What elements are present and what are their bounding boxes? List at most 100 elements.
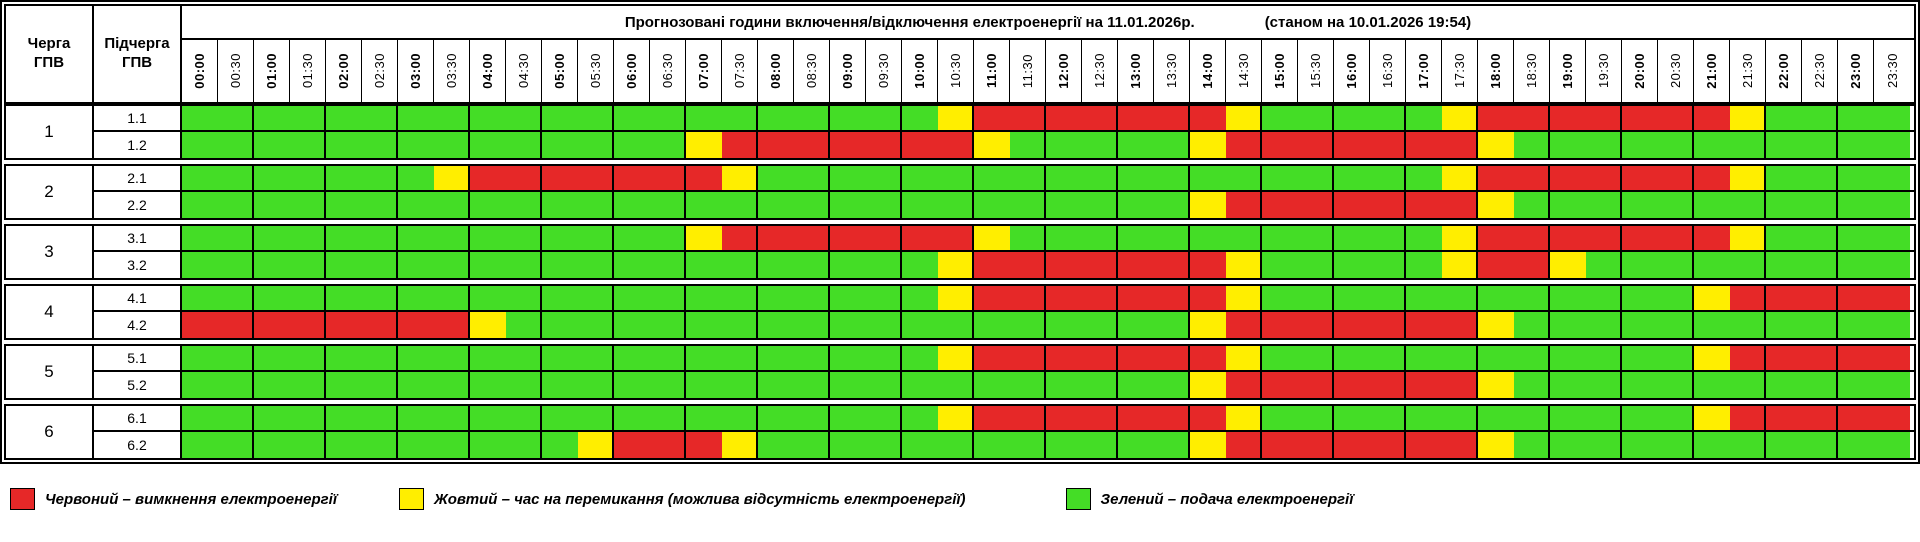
time-slot-cell-00:00 (182, 346, 218, 370)
time-slot-cell-15:30 (1298, 106, 1334, 130)
schedule-table: Черга ГПВ Підчерга ГПВ Прогнозовані годи… (0, 0, 1920, 464)
time-slot-cell-22:30 (1802, 312, 1838, 338)
time-slot-cell-00:30 (218, 252, 254, 278)
time-slot-cell-02:00 (326, 106, 362, 130)
time-slot-cell-08:30 (794, 252, 830, 278)
time-slot-cell-11:00 (974, 406, 1010, 430)
time-slot-cell-21:00 (1694, 226, 1730, 250)
time-label-23:30: 23:30 (1874, 40, 1910, 102)
time-slot-cell-17:30 (1442, 226, 1478, 250)
time-slot-cell-07:30 (722, 312, 758, 338)
time-slot-cell-13:30 (1154, 432, 1190, 458)
time-slot-cell-09:30 (866, 346, 902, 370)
time-label-text: 00:00 (192, 53, 207, 89)
time-label-text: 01:30 (300, 53, 315, 89)
subqueue-label: 1.2 (94, 132, 182, 158)
time-label-08:00: 08:00 (758, 40, 794, 102)
subqueue-label: 2.2 (94, 192, 182, 218)
time-label-18:30: 18:30 (1514, 40, 1550, 102)
time-label-text: 14:00 (1200, 53, 1215, 89)
time-slot-cell-17:00 (1406, 372, 1442, 398)
time-slot-cell-05:00 (542, 192, 578, 218)
time-slot-cell-11:30 (1010, 192, 1046, 218)
time-slot-cell-11:00 (974, 346, 1010, 370)
time-label-text: 13:30 (1164, 53, 1179, 89)
time-slot-cell-20:30 (1658, 132, 1694, 158)
time-slot-cell-03:00 (398, 406, 434, 430)
time-slot-cell-03:00 (398, 132, 434, 158)
time-slot-cell-00:30 (218, 192, 254, 218)
time-slot-cell-20:00 (1622, 312, 1658, 338)
time-label-22:00: 22:00 (1766, 40, 1802, 102)
time-slot-cell-16:00 (1334, 312, 1370, 338)
time-slot-cell-18:00 (1478, 132, 1514, 158)
time-slot-cell-14:30 (1226, 166, 1262, 190)
time-slot-cell-04:00 (470, 252, 506, 278)
time-slot-cell-06:30 (650, 372, 686, 398)
legend-item-yellow: Жовтий – час на перемикання (можлива від… (399, 488, 966, 510)
time-slot-cell-01:00 (254, 166, 290, 190)
time-slot-cell-06:00 (614, 226, 650, 250)
time-slot-cell-15:30 (1298, 166, 1334, 190)
time-slot-cell-01:00 (254, 106, 290, 130)
subqueue-label: 5.2 (94, 372, 182, 398)
time-slot-cell-01:00 (254, 226, 290, 250)
time-slot-cell-14:00 (1190, 226, 1226, 250)
time-slot-cell-20:30 (1658, 372, 1694, 398)
time-slot-cell-23:30 (1874, 372, 1910, 398)
time-slot-cell-22:00 (1766, 132, 1802, 158)
time-slot-cell-21:30 (1730, 132, 1766, 158)
time-slot-cell-11:30 (1010, 312, 1046, 338)
time-slot-cell-02:30 (362, 286, 398, 310)
time-slot-cell-12:30 (1082, 372, 1118, 398)
time-label-20:30: 20:30 (1658, 40, 1694, 102)
time-label-text: 10:00 (912, 53, 927, 89)
time-label-text: 04:00 (480, 53, 495, 89)
time-slot-cell-13:30 (1154, 286, 1190, 310)
time-slot-cell-11:00 (974, 432, 1010, 458)
time-slot-cell-02:00 (326, 192, 362, 218)
time-slot-cell-18:00 (1478, 166, 1514, 190)
time-slot-cell-10:30 (938, 286, 974, 310)
time-slot-cell-00:00 (182, 406, 218, 430)
time-slot-cell-21:30 (1730, 346, 1766, 370)
legend-item-green: Зелений – подача електроенергії (1065, 488, 1353, 510)
time-slot-cell-17:00 (1406, 432, 1442, 458)
time-slot-cell-13:30 (1154, 192, 1190, 218)
time-slot-cell-15:00 (1262, 166, 1298, 190)
time-slot-cell-07:00 (686, 192, 722, 218)
time-slot-cell-12:30 (1082, 132, 1118, 158)
slots-row (182, 226, 1914, 250)
time-slot-cell-01:00 (254, 406, 290, 430)
time-slot-cell-06:00 (614, 166, 650, 190)
time-slot-cell-00:30 (218, 372, 254, 398)
schedule-body: 1 1.1 1.2 2 2.1 2.2 3 3.1 3.2 4 4.1 4.2 5 5.1 5.2 6 6.1 6… (4, 104, 1916, 460)
time-slot-cell-04:00 (470, 346, 506, 370)
time-slot-cell-21:30 (1730, 106, 1766, 130)
subqueue-row-6.1: 6.1 (94, 406, 1914, 432)
time-slot-cell-05:00 (542, 132, 578, 158)
time-slot-cell-19:00 (1550, 192, 1586, 218)
time-slot-cell-14:30 (1226, 372, 1262, 398)
subqueue-row-3.2: 3.2 (94, 252, 1914, 278)
time-slot-cell-22:00 (1766, 286, 1802, 310)
subqueue-label: 5.1 (94, 346, 182, 370)
time-slot-cell-08:30 (794, 312, 830, 338)
time-slot-cell-04:00 (470, 406, 506, 430)
subqueue-row-6.2: 6.2 (94, 432, 1914, 458)
queue-rows: 5.1 5.2 (94, 346, 1914, 398)
time-label-03:00: 03:00 (398, 40, 434, 102)
legend-swatch-green (1065, 488, 1091, 510)
time-slot-cell-18:00 (1478, 226, 1514, 250)
title-row: Прогнозовані години включення/відключенн… (182, 6, 1914, 40)
time-slot-cell-11:00 (974, 252, 1010, 278)
time-slot-cell-08:00 (758, 132, 794, 158)
time-slot-cell-17:30 (1442, 286, 1478, 310)
time-slot-cell-00:30 (218, 132, 254, 158)
time-slot-cell-00:30 (218, 406, 254, 430)
schedule-status-timestamp: (станом на 10.01.2026 19:54) (1264, 13, 1472, 31)
queue-rows: 4.1 4.2 (94, 286, 1914, 338)
time-slot-cell-10:00 (902, 286, 938, 310)
time-slot-cell-03:00 (398, 286, 434, 310)
time-label-10:00: 10:00 (902, 40, 938, 102)
